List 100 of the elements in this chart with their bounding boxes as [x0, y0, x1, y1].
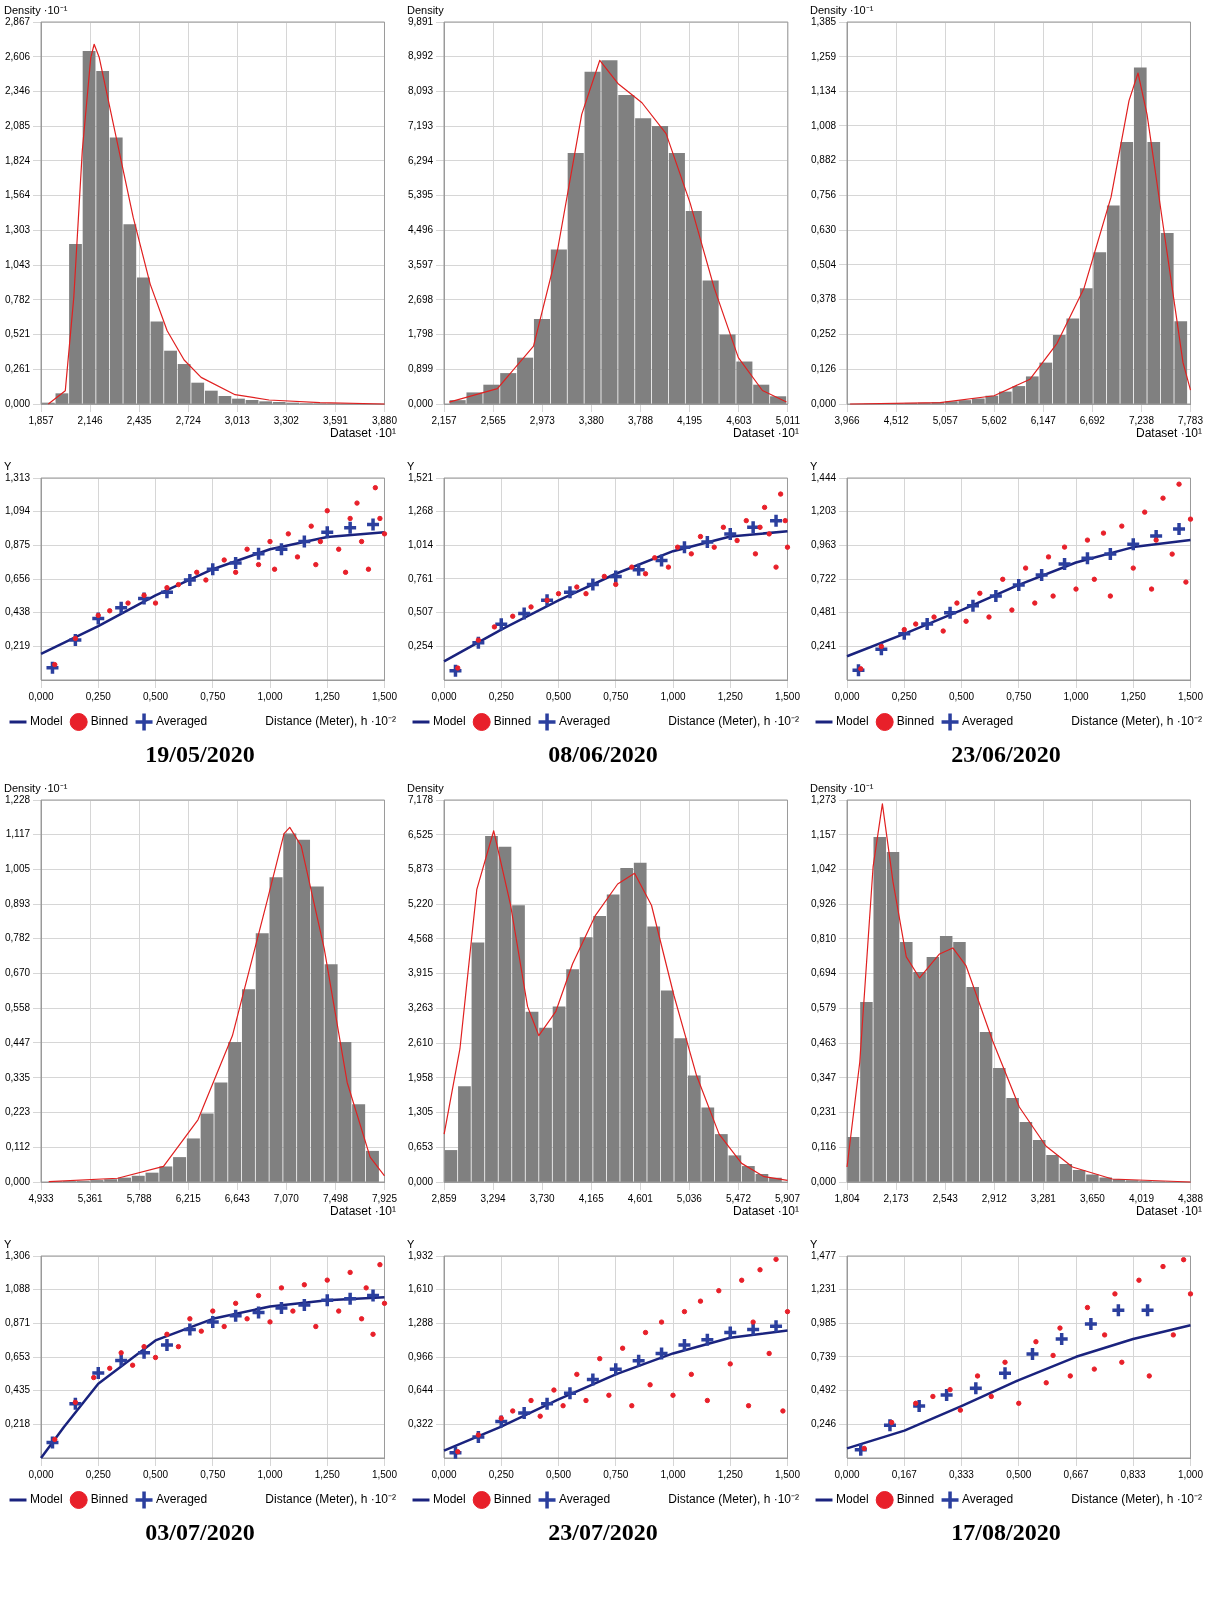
- y-tick-label: 9,891: [407, 15, 434, 27]
- y-tick-label: 0,644: [407, 1384, 434, 1396]
- y-tick-label: 0,871: [4, 1317, 31, 1329]
- x-axis-title: Dataset ·10¹: [329, 1204, 396, 1219]
- y-tick-label: 0,261: [4, 362, 31, 374]
- y-tick-label: 0,899: [407, 363, 434, 375]
- y-tick-label: 1,444: [810, 471, 837, 483]
- x-tick-label: 4,165: [578, 1192, 605, 1204]
- y-tick-label: 0,653: [407, 1141, 434, 1152]
- y-tick-label: 8,093: [407, 85, 434, 97]
- y-tick-label: 4,568: [407, 932, 434, 944]
- x-tick-label: 7,498: [322, 1192, 349, 1204]
- x-tick-label: 1,000: [257, 690, 283, 702]
- y-axis-title: Y: [4, 459, 12, 472]
- y-axis-title: Y: [810, 1237, 818, 1250]
- y-tick-label: 2,867: [4, 15, 31, 27]
- y-tick-label: 0,112: [5, 1140, 31, 1152]
- legend-label: Binned: [493, 714, 532, 729]
- x-tick-label: 2,859: [431, 1192, 457, 1204]
- y-axis-title: Y: [810, 459, 818, 472]
- x-tick-label: 4,019: [1128, 1192, 1155, 1204]
- text: 23/07/2020: [547, 1518, 659, 1547]
- y-tick-label: 0,447: [4, 1036, 31, 1048]
- x-tick-label: 0,000: [834, 690, 860, 702]
- y-tick-label: 0,966: [407, 1350, 434, 1362]
- x-tick-label: 4,195: [677, 414, 703, 426]
- x-tick-label: 3,788: [628, 414, 654, 426]
- x-tick-label: 3,380: [578, 414, 605, 426]
- y-tick-label: 0,223: [4, 1106, 31, 1118]
- y-tick-label: 0,521: [4, 328, 31, 340]
- y-tick-label: 0,347: [810, 1071, 837, 1083]
- x-tick-label: 6,692: [1079, 414, 1106, 426]
- x-tick-label: 0,000: [28, 690, 54, 702]
- legend-label: Binned: [493, 1492, 532, 1507]
- x-tick-label: 3,013: [224, 414, 251, 426]
- x-tick-label: 2,973: [529, 414, 556, 426]
- legend-label: Binned: [896, 714, 935, 729]
- x-tick-label: 5,036: [676, 1192, 703, 1204]
- y-tick-label: 0,481: [810, 606, 837, 618]
- x-tick-label: 0,750: [603, 1468, 629, 1480]
- x-tick-label: 3,302: [273, 414, 300, 426]
- x-axis-title: Dataset ·10¹: [1135, 426, 1202, 441]
- y-tick-label: 0,252: [810, 328, 837, 340]
- x-tick-label: 1,250: [717, 690, 744, 702]
- legend-label: Model: [30, 1492, 63, 1507]
- x-tick-label: 0,500: [1006, 1468, 1032, 1480]
- y-tick-label: 5,220: [407, 897, 434, 909]
- x-tick-label: 2,157: [431, 414, 457, 426]
- x-axis-title: Dataset ·10¹: [1135, 1204, 1202, 1219]
- y-tick-label: 0,739: [810, 1350, 837, 1362]
- x-tick-label: 1,000: [1063, 690, 1089, 702]
- y-tick-label: 0,378: [810, 293, 837, 305]
- legend-label: Model: [836, 714, 869, 729]
- text: 08/06/2020: [547, 740, 659, 769]
- x-tick-label: 3,294: [480, 1192, 506, 1204]
- x-tick-label: 1,250: [314, 1468, 341, 1480]
- y-tick-label: 3,597: [407, 258, 434, 270]
- y-tick-label: 0,463: [810, 1036, 837, 1048]
- text: 19/05/2020: [144, 740, 256, 769]
- x-axis-title: Dataset ·10¹: [732, 426, 799, 441]
- x-tick-label: 1,500: [371, 1468, 398, 1480]
- x-tick-label: 3,650: [1079, 1192, 1106, 1204]
- y-tick-label: 0,504: [810, 258, 837, 270]
- x-tick-label: 7,238: [1128, 414, 1155, 426]
- x-tick-label: 0,000: [834, 1468, 860, 1480]
- y-tick-label: 1,157: [810, 828, 837, 840]
- y-tick-label: 6,525: [407, 828, 434, 840]
- x-tick-label: 1,500: [774, 690, 801, 702]
- y-tick-label: 0,926: [810, 897, 837, 909]
- x-tick-label: 1,500: [774, 1468, 801, 1480]
- y-tick-label: 2,085: [4, 119, 31, 131]
- x-tick-label: 0,750: [603, 690, 629, 702]
- x-tick-label: 0,000: [431, 690, 457, 702]
- x-axis-title: Dataset ·10¹: [329, 426, 396, 441]
- legend-label: Model: [433, 714, 466, 729]
- y-tick-label: 0,579: [810, 1002, 837, 1013]
- x-tick-label: 0,333: [948, 1468, 975, 1480]
- y-axis-title: Y: [407, 459, 415, 472]
- x-tick-label: 3,281: [1030, 1192, 1057, 1204]
- y-tick-label: 0,653: [4, 1350, 31, 1362]
- x-axis-title: Distance (Meter), h ·10⁻²: [1071, 1492, 1202, 1507]
- y-tick-label: 0,810: [810, 932, 837, 944]
- y-tick-label: 0,126: [810, 363, 837, 374]
- legend-label: Binned: [90, 714, 129, 729]
- legend-label: Averaged: [559, 714, 611, 729]
- x-tick-label: 0,500: [546, 690, 572, 702]
- y-tick-label: 0,492: [810, 1384, 837, 1396]
- x-tick-label: 1,250: [314, 690, 341, 702]
- legend-label: Binned: [90, 1492, 129, 1507]
- x-tick-label: 7,925: [371, 1192, 398, 1204]
- y-tick-label: 1,259: [810, 50, 837, 62]
- y-tick-label: 0,116: [811, 1140, 837, 1152]
- legend-label: Model: [836, 1492, 869, 1507]
- x-tick-label: 3,880: [371, 414, 398, 426]
- y-tick-label: 0,558: [4, 1002, 31, 1014]
- y-tick-label: 1,014: [407, 539, 434, 551]
- x-tick-label: 2,173: [883, 1192, 910, 1204]
- legend-label: Averaged: [156, 1492, 208, 1507]
- x-tick-label: 0,667: [1063, 1468, 1090, 1480]
- x-tick-label: 1,250: [717, 1468, 744, 1480]
